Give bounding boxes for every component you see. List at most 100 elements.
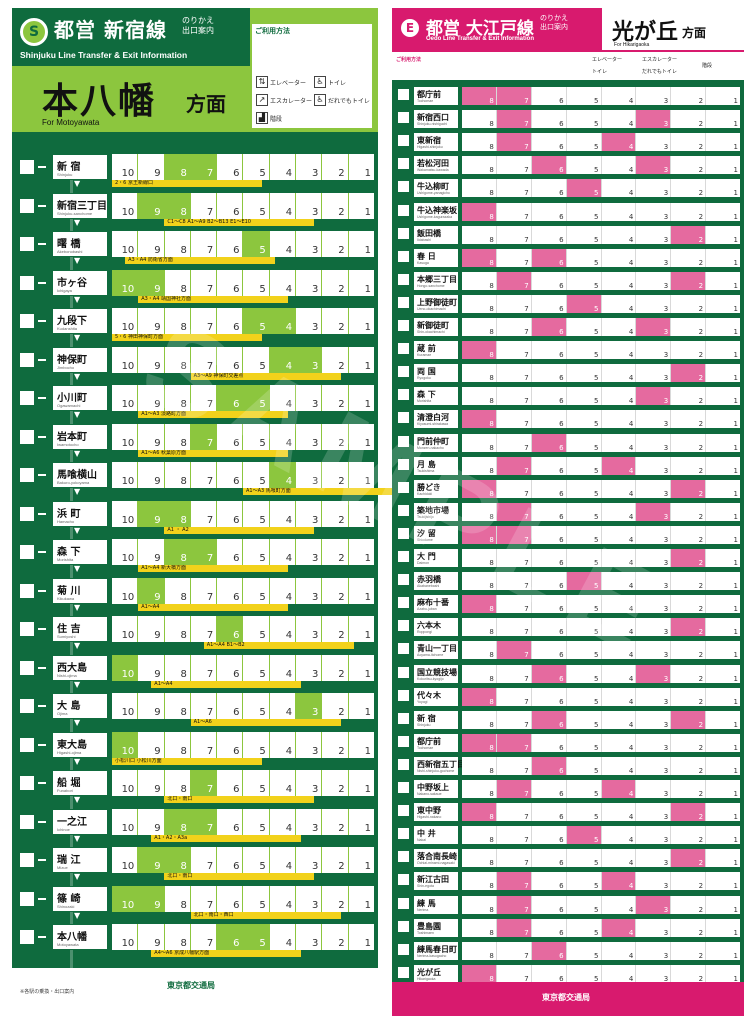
station-row: 上野御徒町 Ueno-okachimachi 8 7 6 5 4 3 2 1 [392, 292, 744, 316]
station-name: 清澄白河 Kiyosumi-shirakawa [414, 410, 458, 429]
car-number: 8 [180, 437, 187, 449]
car-cell: 3 [296, 847, 323, 873]
exit-guide-bar: A1〜A3 淡路町方面 [138, 411, 289, 418]
car-number: 7 [206, 784, 214, 795]
station-checkbox [20, 429, 34, 444]
car-number: 1 [733, 605, 738, 614]
car-number: 4 [628, 304, 634, 313]
poster-header: E 都営 大江戸線 のりかえ 出口案内 Oedo Line Transfer &… [392, 8, 744, 80]
station-name-en: Nerima-kasugacho [417, 953, 447, 958]
station-checkbox [398, 504, 409, 516]
car-number: 9 [154, 668, 161, 680]
car-cell: 8 [165, 231, 191, 257]
car-cell: 8 [164, 192, 191, 219]
car-cell: 4 [602, 641, 637, 660]
station-checkbox [398, 735, 409, 747]
car-number: 9 [154, 437, 161, 449]
car-cell: 10 [112, 346, 139, 373]
car-position-strip: 10 9 8 7 6 5 4 3 2 1 [112, 577, 374, 604]
car-number: 8 [180, 668, 187, 680]
car-cell: 6 [217, 731, 244, 758]
car-number: 7 [524, 235, 529, 244]
station-name: 上野御徒町 Ueno-okachimachi [414, 294, 458, 313]
car-number: 3 [663, 813, 669, 822]
car-cell: 5 [567, 525, 602, 544]
car-cell: 2 [671, 849, 707, 868]
station-name-jp: 牛込柳町 [417, 182, 449, 192]
station-name: 曙 橋 Akebonobashi [52, 231, 108, 257]
car-cell: 7 [497, 479, 532, 498]
station-row: 大 島 Ojima ▼ 10 9 8 7 6 5 4 3 2 1 A1〜A6 [12, 689, 378, 727]
car-number: 2 [338, 630, 345, 641]
car-cell: 4 [602, 525, 637, 544]
car-cell: 3 [296, 385, 323, 411]
line-subtitle: のりかえ 出口案内 [540, 14, 568, 31]
car-cell: 8 [462, 756, 497, 775]
car-cell: 6 [532, 895, 567, 914]
car-cell: 7 [190, 423, 218, 450]
car-cell: 9 [138, 770, 165, 796]
car-cell: 1 [349, 347, 374, 373]
station-name-en: Nishi-shinjuku-gochome [417, 768, 455, 773]
car-position-strip: 10 9 8 7 6 5 4 3 2 1 [112, 385, 374, 411]
station-name-en: Ryogoku [417, 376, 431, 381]
car-number: 3 [663, 143, 669, 152]
car-cell: 6 [532, 294, 567, 313]
car-cell: 3 [636, 641, 672, 660]
car-cell: 2 [671, 202, 707, 221]
station-name: 六本木 Roppongi [414, 618, 458, 637]
car-cell: 4 [270, 847, 297, 873]
car-cell: 4 [270, 654, 297, 681]
car-cell: 5 [243, 577, 270, 604]
car-number: 7 [524, 189, 529, 198]
car-cell: 2 [322, 654, 349, 681]
car-number: 3 [312, 476, 319, 487]
car-cell: 3 [636, 964, 672, 983]
down-arrow-icon: ▼ [74, 679, 81, 689]
car-cell: 8 [462, 941, 497, 960]
car-cell: 5 [566, 572, 602, 591]
car-cell: 6 [532, 456, 567, 475]
car-cell: 8 [462, 179, 497, 198]
car-number: 8 [489, 166, 494, 175]
car-number: 7 [206, 668, 214, 680]
car-number: 2 [698, 720, 704, 729]
station-name-en: Kiyosumi-shirakawa [417, 422, 449, 427]
car-number: 3 [312, 630, 319, 641]
car-number: 3 [312, 360, 319, 372]
station-row: 小川町 Ogawamachi ▼ 10 9 8 7 6 5 4 3 2 1 A1〜A3 淡路町方面 [12, 381, 378, 419]
station-name-en: Morishita [57, 557, 74, 562]
car-cell: 7 [497, 248, 532, 267]
car-number: 6 [559, 974, 564, 983]
car-number: 2 [338, 168, 345, 179]
station-name-en: Ueno-okachimachi [417, 306, 446, 311]
car-cell: 3 [636, 525, 672, 544]
car-cell: 2 [322, 500, 349, 527]
car-cell: 6 [532, 133, 567, 152]
station-name: 豊島園 Toshimaen [414, 918, 458, 937]
car-cell: 4 [270, 500, 297, 527]
car-cell: 2 [322, 885, 349, 912]
station-row: 牛込柳町 Ushigome-yanagicho 8 7 6 5 4 3 2 1 [392, 176, 744, 200]
car-number: 1 [364, 360, 371, 372]
car-cell: 6 [217, 577, 244, 604]
car-number: 3 [663, 512, 669, 521]
car-number: 2 [698, 143, 704, 152]
car-cell: 3 [636, 87, 672, 105]
car-number: 1 [364, 206, 371, 218]
car-cell: 1 [349, 539, 374, 565]
exit-guide-bar: A1〜A4 B1〜B2 [203, 642, 354, 649]
car-number: 8 [489, 443, 494, 452]
car-number: 2 [338, 938, 345, 949]
car-cell: 1 [706, 434, 740, 452]
car-cell: 8 [462, 918, 497, 937]
station-name-jp: 船 堀 [57, 778, 81, 789]
